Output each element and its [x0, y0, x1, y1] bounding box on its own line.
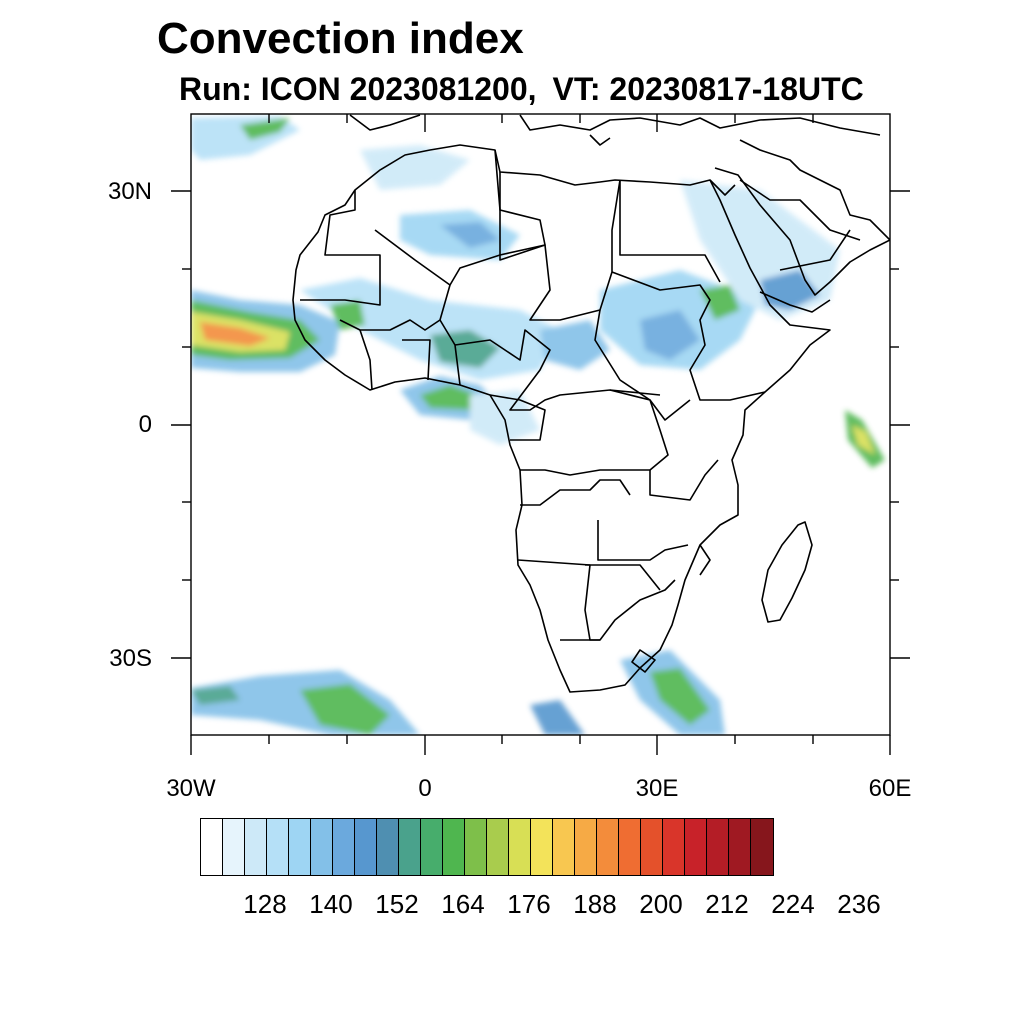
coastlines-and-borders	[292, 114, 890, 693]
colorbar-swatch	[443, 819, 465, 875]
colorbar-tick-label: 140	[309, 889, 353, 919]
colorbar-swatch	[707, 819, 729, 875]
chart-title: Convection index	[157, 14, 524, 63]
colorbar-swatch	[267, 819, 289, 875]
colorbar	[200, 818, 774, 876]
colorbar-swatch	[245, 819, 267, 875]
lon-label-30w: 30W	[166, 775, 216, 802]
colorbar-swatch	[729, 819, 751, 875]
run-label: Run: ICON 2023081200,	[179, 71, 537, 107]
map-frame	[190, 113, 891, 736]
colorbar-swatch	[509, 819, 531, 875]
arabia-coastline	[714, 139, 890, 296]
country-borders	[300, 190, 381, 306]
colorbar-tick-label: 236	[837, 889, 881, 919]
colorbar-tick-label: 152	[375, 889, 419, 919]
colorbar-swatch	[377, 819, 399, 875]
colorbar-swatch	[685, 819, 707, 875]
convection-area-sahel	[300, 278, 560, 380]
colorbar-swatch	[641, 819, 663, 875]
colorbar-swatch	[201, 819, 223, 875]
colorbar-swatch	[531, 819, 553, 875]
colorbar-swatch	[663, 819, 685, 875]
colorbar-swatch	[399, 819, 421, 875]
colorbar-swatch	[289, 819, 311, 875]
colorbar-swatch	[311, 819, 333, 875]
axis-ticks	[171, 114, 910, 755]
colorbar-swatch	[575, 819, 597, 875]
colorbar-swatch	[355, 819, 377, 875]
colorbar-swatch	[421, 819, 443, 875]
colorbar-tick-label: 176	[507, 889, 551, 919]
colorbar-swatch	[597, 819, 619, 875]
lat-label-0: 0	[138, 411, 152, 438]
lon-label-30e: 30E	[635, 775, 679, 802]
africa-coastline	[292, 144, 831, 693]
lon-label-0: 0	[418, 775, 432, 802]
colorbar-swatch	[465, 819, 487, 875]
chart-subtitle: Run: ICON 2023081200, VT: 20230817-18UTC	[179, 70, 864, 108]
lat-label-30n: 30N	[107, 178, 152, 205]
colorbar-tick-label: 224	[771, 889, 815, 919]
colorbar-swatch	[751, 819, 773, 875]
colorbar-tick-label: 164	[441, 889, 485, 919]
colorbar-swatch	[619, 819, 641, 875]
valid-time-label: VT: 20230817-18UTC	[552, 71, 864, 107]
colorbar-tick-label: 128	[243, 889, 287, 919]
colorbar-swatch	[553, 819, 575, 875]
colorbar-swatch	[223, 819, 245, 875]
colorbar-tick-label: 188	[573, 889, 617, 919]
colorbar-tick-label: 200	[639, 889, 683, 919]
lat-label-30s: 30S	[109, 645, 152, 672]
convection-field	[191, 116, 885, 735]
madagascar-outline	[761, 521, 813, 623]
convection-area-south-atlantic	[191, 670, 420, 735]
colorbar-swatch	[333, 819, 355, 875]
colorbar-tick-label: 212	[705, 889, 749, 919]
lon-label-60e: 60E	[868, 775, 912, 802]
colorbar-swatch	[487, 819, 509, 875]
